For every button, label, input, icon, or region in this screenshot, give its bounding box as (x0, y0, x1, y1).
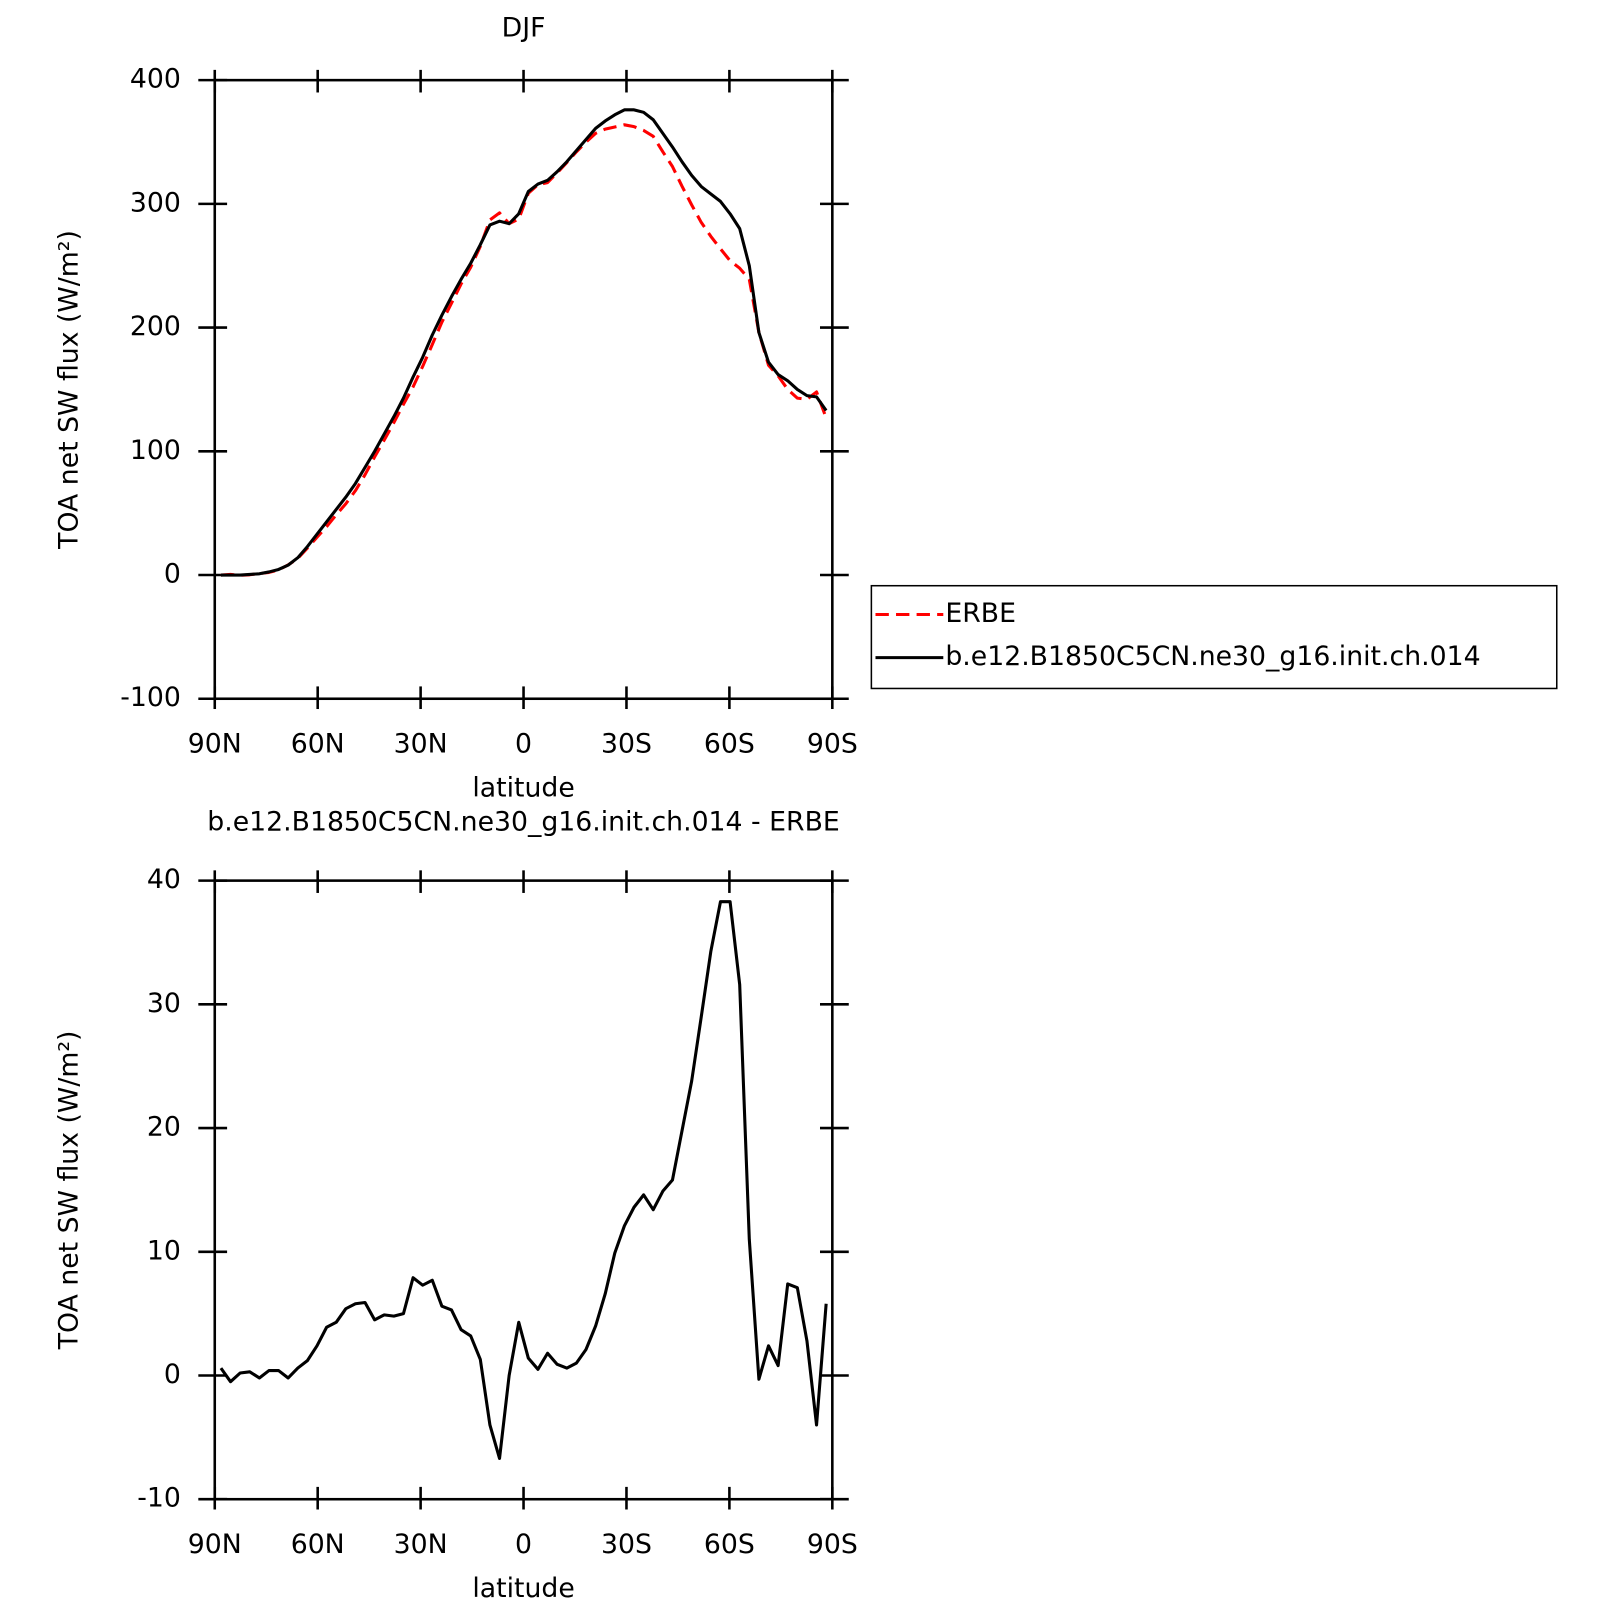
y-tick-label: 0 (164, 1359, 181, 1390)
y-tick-label: 200 (130, 311, 181, 342)
y-tick-label: 100 (130, 435, 181, 466)
x-tick-label: 60S (704, 728, 755, 759)
x-tick-label: 0 (515, 728, 532, 759)
y-axis-label: TOA net SW flux (W/m²) (53, 1031, 84, 1351)
x-tick-label: 60N (291, 1529, 345, 1560)
plot-frame (213, 879, 834, 1501)
chart-title: DJF (502, 12, 546, 43)
y-tick-label: 10 (147, 1235, 181, 1266)
y-tick-label: -100 (120, 682, 181, 713)
x-tick-label: 30S (601, 1529, 652, 1560)
x-tick-label: 60S (704, 1529, 755, 1560)
plot-frame (213, 78, 834, 701)
x-tick-label: 60N (291, 728, 345, 759)
series-line (219, 900, 828, 1460)
x-tick-label: 90N (188, 1529, 242, 1560)
legend: ERBE b.e12.B1850C5CN.ne30_g16.init.ch.014 (870, 584, 1558, 690)
x-tick-label: 90S (807, 1529, 858, 1560)
x-axis-label: latitude (472, 1573, 574, 1603)
chart-title: b.e12.B1850C5CN.ne30_g16.init.ch.014 - E… (207, 807, 839, 838)
series-line (220, 108, 828, 577)
x-tick-label: 0 (515, 1529, 532, 1560)
y-tick-label: 400 (130, 64, 181, 95)
y-tick-label: 40 (147, 864, 181, 895)
legend-label: b.e12.B1850C5CN.ne30_g16.init.ch.014 (945, 641, 1480, 672)
x-tick-label: 30N (394, 728, 448, 759)
series-line (220, 123, 828, 577)
y-tick-label: 300 (130, 187, 181, 218)
y-tick-label: -10 (137, 1483, 181, 1514)
y-tick-label: 30 (147, 988, 181, 1019)
y-axis-label: TOA net SW flux (W/m²) (53, 230, 84, 550)
y-tick-label: 0 (164, 559, 181, 590)
y-tick-label: 20 (147, 1112, 181, 1143)
x-tick-label: 90N (188, 728, 242, 759)
x-axis-label: latitude (472, 773, 574, 804)
chart-panel: DJF latitude TOA net SW flux (W/m²) 90N 60N 3… (53, 12, 1558, 804)
legend-box (870, 584, 1558, 690)
chart-panel: b.e12.B1850C5CN.ne30_g16.init.ch.014 - E… (53, 807, 857, 1603)
x-tick-label: 30S (601, 728, 652, 759)
legend-label: ERBE (945, 598, 1016, 629)
x-tick-label: 30N (394, 1529, 448, 1560)
x-tick-label: 90S (807, 728, 858, 759)
